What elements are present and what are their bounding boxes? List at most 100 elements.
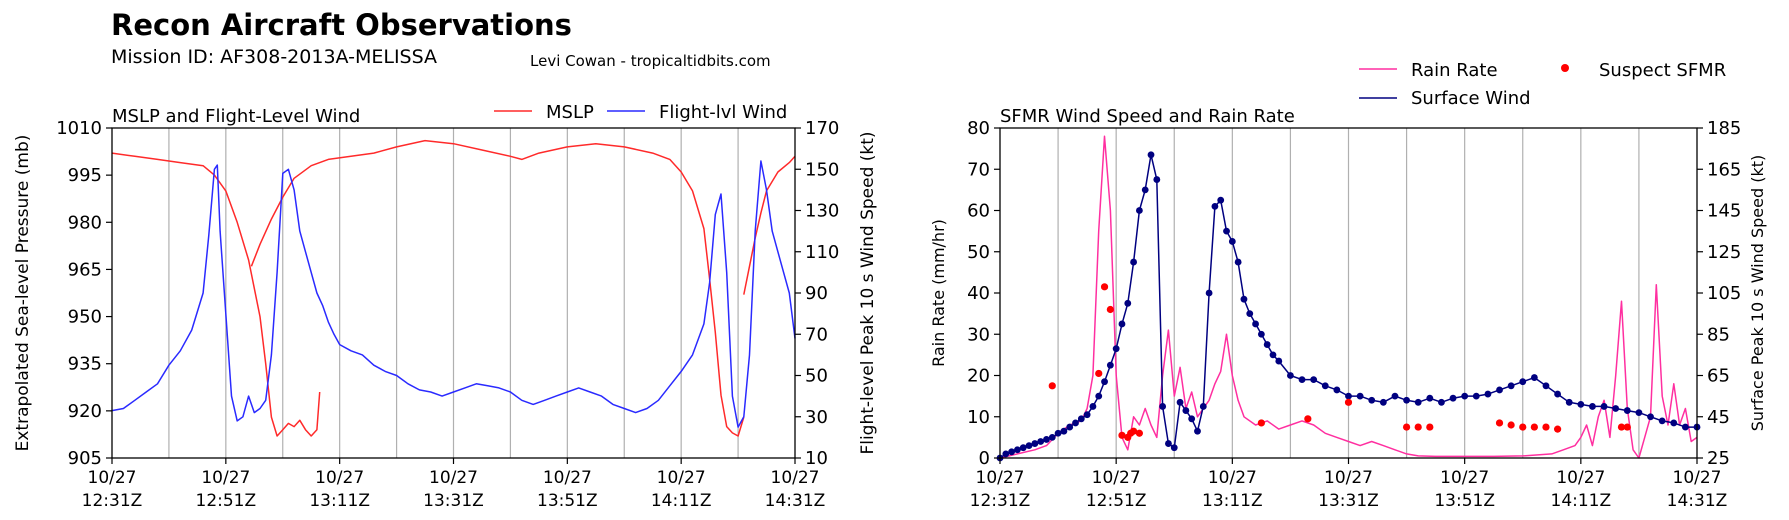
chart2-series-surface-wind-marker <box>1095 392 1103 400</box>
chart1-right-tick-label: 90 <box>805 283 828 304</box>
chart2-series-surface-wind-marker <box>1176 398 1184 406</box>
chart2-series-surface-wind-marker <box>1472 392 1480 400</box>
chart2-left-tick-label: 30 <box>967 324 990 345</box>
chart1-left-tick-label: 950 <box>68 307 102 328</box>
chart1-x-tick-label-date: 10/27 <box>88 468 137 488</box>
chart1-x-tick-label-date: 10/27 <box>315 468 364 488</box>
chart1-right-tick-label: 70 <box>805 324 828 345</box>
chart2-series-surface-wind-marker <box>1106 361 1114 369</box>
chart2-series-surface-wind-marker <box>1414 398 1422 406</box>
chart1-left-tick-label: 980 <box>68 212 102 233</box>
chart2-left-tick-label: 80 <box>967 118 990 139</box>
chart2-series-surface-wind-marker <box>1083 411 1091 419</box>
chart1-legend-label-mslp: MSLP <box>546 102 594 123</box>
chart2-left-tick-label: 40 <box>967 283 990 304</box>
chart2-series-surface-wind-marker <box>1530 374 1538 381</box>
chart2-left-tick-label: 50 <box>967 242 990 263</box>
chart2-series-surface-wind-marker <box>1635 409 1643 417</box>
chart2-right-tick-label: 145 <box>1707 201 1741 222</box>
chart2-right-tick-label: 45 <box>1707 407 1730 428</box>
chart2-series-surface-wind-marker <box>1147 151 1155 159</box>
credit-text: Levi Cowan - tropicaltidbits.com <box>530 52 771 70</box>
chart2-series-suspect-sfmr-point <box>1344 398 1353 406</box>
chart2-series-surface-wind-marker <box>1211 202 1219 210</box>
chart2-left-tick-label: 10 <box>967 407 990 428</box>
chart1-ylabel: Extrapolated Sea-level Pressure (mb) <box>13 135 33 452</box>
chart1-x-tick-label-time: 14:11Z <box>651 491 712 511</box>
chart2-series-surface-wind-marker <box>1141 186 1149 194</box>
chart1-x-tick-label-date: 10/27 <box>201 468 250 488</box>
chart2-series-suspect-sfmr-point <box>1100 283 1109 291</box>
chart1-left-tick-label: 965 <box>68 259 102 280</box>
chart1-right-tick-label: 130 <box>805 201 839 222</box>
chart2-series-surface-wind-marker <box>1165 440 1172 447</box>
chart2-series-surface-wind-marker <box>1310 376 1318 384</box>
chart1-series-mslp-line <box>250 139 745 437</box>
chart1-left-tick-label: 995 <box>68 165 102 186</box>
chart2-right-tick-label: 105 <box>1707 283 1741 304</box>
chart2-series-surface-wind-marker <box>1670 419 1678 427</box>
chart2-series-surface-wind-marker <box>1600 403 1608 410</box>
chart2-series-surface-wind-marker <box>1054 429 1062 437</box>
chart2-series-surface-wind-marker <box>1037 438 1045 445</box>
chart1-x-tick-label-date: 10/27 <box>771 468 820 488</box>
chart2-series-surface-wind-marker <box>1461 392 1469 400</box>
chart2-series-surface-wind-marker <box>1519 378 1527 386</box>
chart2-left-tick-label: 70 <box>967 159 990 180</box>
chart2-series-surface-wind-marker <box>1136 207 1143 214</box>
chart2-series-surface-wind-marker <box>1223 227 1230 235</box>
chart1-right-tick-label: 50 <box>805 366 828 387</box>
chart2-legend-label-surface: Surface Wind <box>1411 88 1531 109</box>
chart2-series-surface-wind-marker <box>1066 423 1074 431</box>
chart2-series-surface-wind-marker <box>1112 345 1120 353</box>
chart2-x-tick-label-time: 13:31Z <box>1318 491 1379 511</box>
chart2-series-surface-wind-marker <box>1002 450 1010 458</box>
chart2-right-tick-label: 185 <box>1707 118 1741 139</box>
chart2-series-suspect-sfmr-point <box>1623 423 1631 431</box>
chart2-series-surface-wind-marker <box>1681 423 1689 431</box>
chart2-series-suspect-sfmr-point <box>1542 423 1550 431</box>
chart1-x-tick-label-date: 10/27 <box>657 468 706 488</box>
chart2-title: SFMR Wind Speed and Rain Rate <box>1000 106 1295 127</box>
chart2-series-suspect-sfmr-point <box>1530 423 1538 431</box>
chart2-x-tick-label-date: 10/27 <box>976 468 1025 488</box>
chart2-series-surface-wind-marker <box>1484 390 1492 398</box>
chart2-series-suspect-sfmr-point <box>1129 427 1138 435</box>
chart2-legend-swatch-suspect <box>1561 64 1569 72</box>
chart2-series-suspect-sfmr-point <box>1519 423 1527 431</box>
chart2-legend-label-suspect: Suspect SFMR <box>1599 60 1726 81</box>
chart2-series-suspect-sfmr-point <box>1507 421 1515 429</box>
chart2-x-tick-label-date: 10/27 <box>1556 468 1605 488</box>
chart2-series-surface-wind-marker <box>1228 238 1236 245</box>
chart2-left-tick-label: 20 <box>967 366 990 387</box>
chart1-left-tick-label: 905 <box>68 448 102 469</box>
chart2-series-surface-wind-marker <box>1060 427 1068 435</box>
chart1-left-tick-label: 1010 <box>56 118 102 139</box>
chart2-series-surface-wind-marker <box>1554 390 1561 398</box>
chart2-series-surface-wind-marker <box>1252 320 1259 328</box>
chart1-right-tick-label: 10 <box>805 448 828 469</box>
chart1-right-tick-label: 150 <box>805 159 839 180</box>
chart2-series-surface-wind-marker <box>1287 372 1294 379</box>
chart2-series-surface-wind-marker <box>1159 403 1167 410</box>
chart2-series-surface-wind-marker <box>1101 378 1108 386</box>
chart2-series-surface-wind-marker <box>1577 400 1585 408</box>
chart1-right-tick-label: 30 <box>805 407 828 428</box>
chart2-series-surface-wind-marker <box>1031 440 1039 447</box>
chart2-y2label: Surface Peak 10 s Wind Speed (kt) <box>1748 155 1767 432</box>
chart2-series-surface-wind-marker <box>1269 351 1277 359</box>
chart2-series-surface-wind-marker <box>1356 392 1364 400</box>
chart2-series-surface-wind-marker <box>1124 299 1132 307</box>
chart2-x-tick-label-time: 14:11Z <box>1551 491 1612 511</box>
chart1-left-tick-label: 920 <box>68 401 102 422</box>
chart2-series-surface-wind-marker <box>1234 258 1242 266</box>
chart2-series-suspect-sfmr-point <box>1495 419 1504 427</box>
chart2-series-suspect-sfmr-point <box>1414 423 1422 431</box>
chart2-right-tick-label: 125 <box>1707 242 1741 263</box>
chart2-series-surface-wind-marker <box>1496 386 1503 394</box>
chart2-series-surface-wind-marker <box>1130 258 1137 266</box>
chart2-left-tick-label: 0 <box>979 448 990 469</box>
chart1-left-tick-label: 935 <box>68 354 102 375</box>
chart2-series-suspect-sfmr-point <box>1095 369 1103 378</box>
chart2-right-tick-label: 25 <box>1707 448 1730 469</box>
